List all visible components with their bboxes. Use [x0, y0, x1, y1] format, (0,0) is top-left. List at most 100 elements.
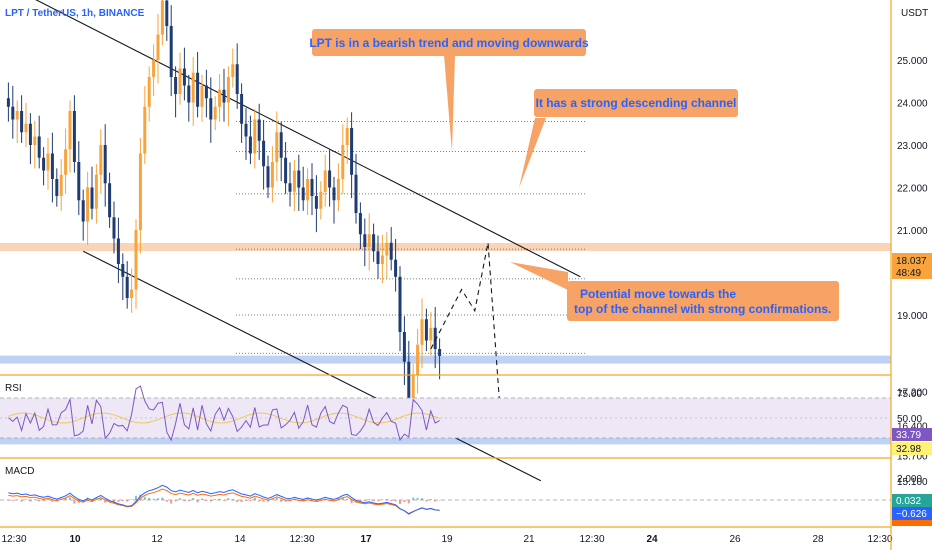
macd-hist-bar-81 — [359, 500, 362, 502]
price-tick-3: 22.000 — [897, 184, 928, 195]
rsi-line — [8, 385, 440, 442]
macd-hist-bar-25 — [113, 500, 115, 502]
macd-hist-bar-45 — [201, 498, 203, 500]
macd-hist-bar-39 — [174, 500, 177, 502]
macd-hist-bar-7 — [33, 499, 36, 500]
candle-body-94 — [416, 344, 420, 375]
time-tick-5: 17 — [360, 534, 372, 545]
macd-hist-bar-88 — [390, 500, 393, 502]
candle-body-41 — [182, 68, 186, 86]
callout-channel-pointer — [519, 118, 546, 188]
rsi-value-badge — [892, 428, 932, 441]
macd-hist-bar-82 — [363, 500, 366, 501]
candle-body-95 — [420, 319, 424, 345]
rsi-badges: 33.79 32.98 — [892, 428, 932, 455]
candle-body-43 — [191, 72, 195, 103]
candle-body-46 — [204, 85, 208, 99]
time-tick-9: 24 — [646, 534, 658, 545]
candle-body-17 — [77, 162, 81, 201]
candle-body-51 — [226, 77, 230, 103]
macd-hist-bar-54 — [240, 500, 243, 503]
candle-body-48 — [213, 106, 217, 120]
macd-hist-bar-32 — [143, 496, 146, 500]
rsi-value-text: 33.79 — [896, 430, 921, 441]
price-tick-8: 16.400 — [897, 422, 928, 433]
macd-hist-bar-28 — [126, 500, 129, 502]
macd-hist-bar-4 — [20, 500, 23, 502]
macd-hist-bar-94 — [416, 497, 419, 500]
candle-body-72 — [319, 191, 323, 209]
candle-body-78 — [345, 128, 349, 145]
macd-hist-bar-53 — [236, 500, 239, 503]
macd-hist-bar-6 — [29, 500, 32, 502]
macd-hist-bar-72 — [319, 498, 322, 500]
macd-pane[interactable]: MACD — [0, 457, 891, 515]
candle-body-29 — [130, 289, 134, 298]
candle-body-38 — [169, 26, 173, 77]
candle-body-81 — [358, 213, 362, 235]
candle-body-9 — [42, 157, 46, 171]
callout-move-text-line1: Potential move towards the — [580, 287, 736, 301]
candle-body-99 — [438, 349, 442, 356]
candle-body-15 — [68, 111, 72, 150]
candle-body-56 — [248, 136, 252, 154]
callout-channel-box — [534, 89, 738, 117]
price-badge-box — [892, 253, 932, 279]
macd-hist-bar-57 — [253, 497, 256, 500]
descending-channel — [35, 0, 581, 482]
macd-hist-bar-2 — [11, 500, 14, 501]
rsi-lines — [8, 385, 440, 442]
candle-body-2 — [11, 106, 15, 120]
time-tick-11: 28 — [812, 534, 824, 545]
candle-body-58 — [257, 119, 261, 141]
time-tick-8: 12:30 — [579, 534, 604, 545]
callout-trend[interactable]: LPT is in a bearish trend and moving dow… — [309, 29, 589, 152]
candle-body-96 — [424, 319, 428, 341]
macd-hist-bar-48 — [214, 499, 217, 500]
macd-hist-bar-58 — [258, 500, 261, 502]
candle-body-57 — [253, 119, 257, 154]
candle-body-24 — [108, 183, 112, 218]
macd-hist-bar-36 — [161, 497, 164, 500]
candle-body-69 — [306, 179, 310, 201]
macd-badges: 0.032 −0.626 — [892, 494, 932, 526]
candle-body-74 — [328, 170, 332, 188]
time-tick-1: 10 — [69, 534, 81, 545]
currency-label: USDT — [901, 8, 928, 19]
time-axis[interactable]: 12:30 10 12 14 12:30 17 19 21 12:30 24 26 28 12:30 — [1, 534, 892, 545]
rsi-pane[interactable]: RSI — [0, 374, 891, 442]
candle-body-61 — [270, 162, 274, 188]
price-tick-2: 23.000 — [897, 141, 928, 152]
macd-hist-bar-34 — [152, 498, 155, 500]
macd-hist-bar-96 — [425, 500, 428, 502]
candle-body-19 — [86, 187, 90, 222]
callout-trend-box — [312, 29, 586, 56]
macd-hist-bar-20 — [91, 500, 93, 502]
candlesticks[interactable] — [6, 0, 442, 424]
price-tick-7: 17.200 — [897, 388, 928, 399]
macd-hist-bar-11 — [51, 500, 54, 502]
candle-body-36 — [160, 0, 164, 35]
candle-body-4 — [20, 111, 24, 133]
callout-channel[interactable]: It has a strong descending channel — [519, 89, 738, 188]
macd-hist-bar-40 — [179, 498, 181, 500]
macd-hist-bar-43 — [192, 497, 195, 500]
callout-move[interactable]: Potential move towards the top of the ch… — [510, 262, 839, 321]
zone-resistance — [0, 243, 891, 251]
candle-body-84 — [372, 234, 376, 252]
macd-signal-line — [8, 488, 440, 515]
candle-body-73 — [323, 170, 327, 192]
candle-body-83 — [367, 234, 371, 247]
candle-body-35 — [156, 34, 160, 60]
candle-body-90 — [398, 276, 402, 332]
macd-hist-bar-60 — [267, 500, 269, 502]
candle-body-16 — [72, 111, 76, 162]
candle-body-63 — [279, 132, 283, 158]
macd-badge-1 — [892, 494, 932, 507]
rsi-label: RSI — [5, 383, 22, 394]
macd-hist-bar-79 — [350, 500, 353, 504]
macd-hist-bar-91 — [403, 500, 406, 503]
rsi-ma-text: 32.98 — [896, 444, 921, 455]
